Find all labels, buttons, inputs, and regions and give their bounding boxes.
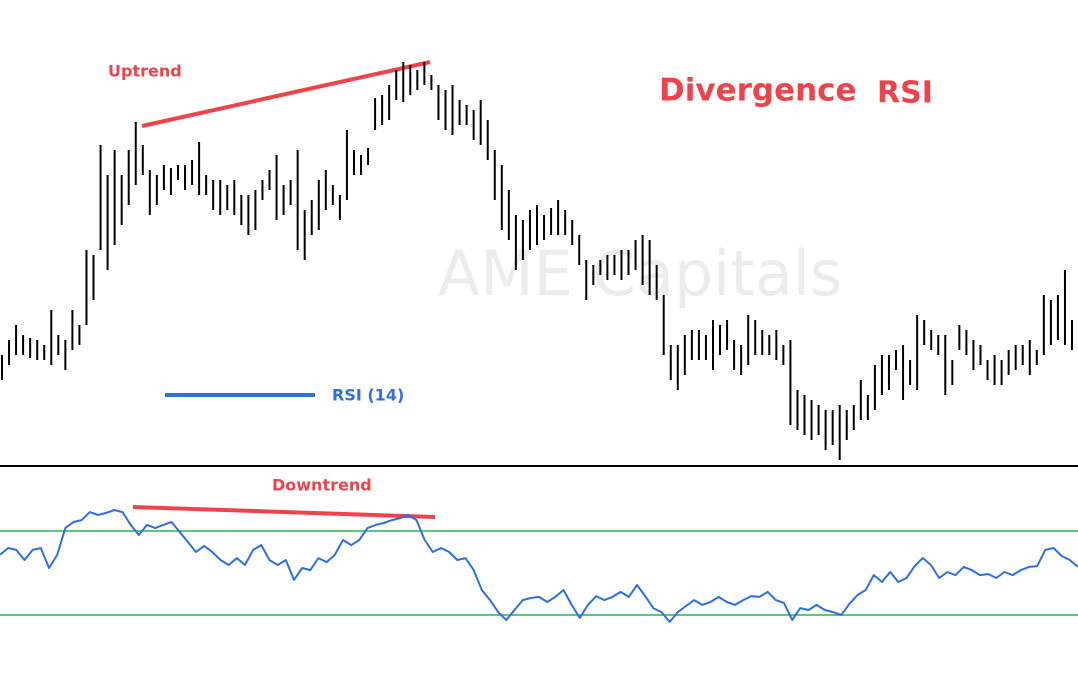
rsi-line bbox=[0, 509, 1078, 623]
chart-title: Divergence bbox=[659, 73, 857, 109]
uptrend-label: Uptrend bbox=[108, 62, 182, 81]
watermark: AME Capitals bbox=[438, 237, 842, 310]
downtrend-line bbox=[132, 505, 436, 519]
uptrend-line bbox=[141, 60, 431, 128]
chart-subtitle: RSI bbox=[877, 76, 933, 111]
downtrend-label: Downtrend bbox=[272, 476, 372, 495]
legend-label: RSI (14) bbox=[332, 386, 404, 405]
